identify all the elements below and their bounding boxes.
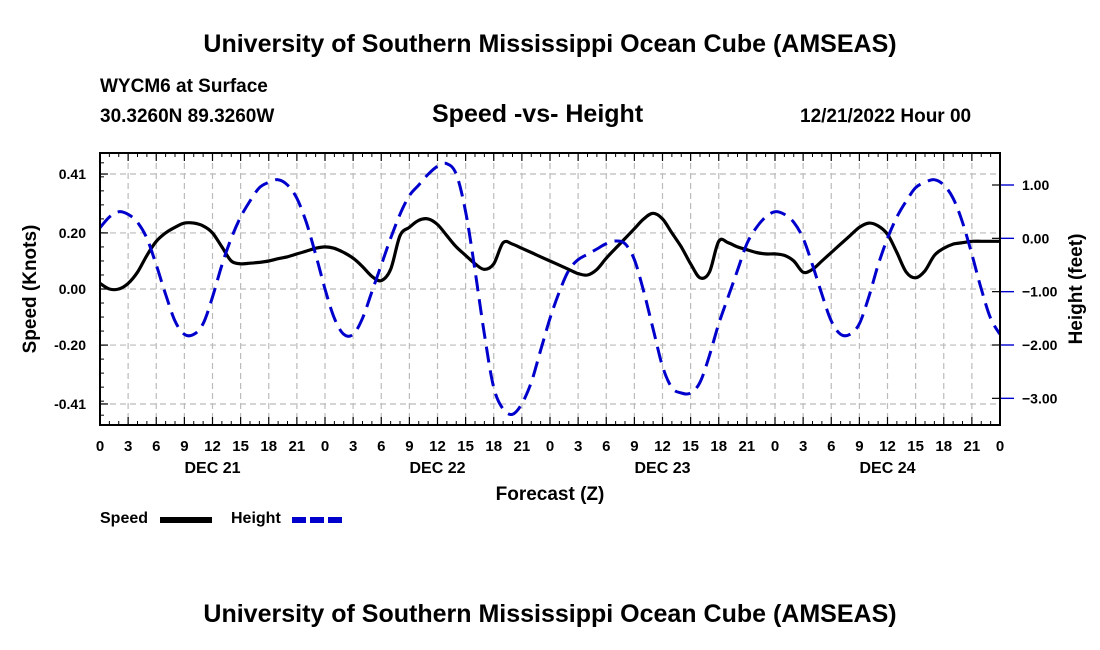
x-tick-label: 12 (429, 438, 446, 455)
x-tick-label: 3 (124, 438, 132, 455)
x-tick-label: 3 (574, 438, 582, 455)
y-tick-label: 0.41 (59, 166, 86, 182)
x-tick-label: 12 (654, 438, 671, 455)
x-tick-label: 9 (855, 438, 863, 455)
y2-tick-label: 0.00 (1022, 230, 1049, 246)
x-tick-label: 21 (739, 438, 756, 455)
speed-series-line (100, 211, 1000, 292)
x-tick-label: 0 (96, 438, 104, 455)
y-tick-label: -0.41 (54, 396, 86, 412)
forecast-date-hour: 12/21/2022 Hour 00 (800, 106, 972, 127)
x-tick-label: 12 (879, 438, 896, 455)
x-tick-label: 6 (827, 438, 835, 455)
x-tick-label: 12 (204, 438, 221, 455)
x-tick-label: 9 (630, 438, 638, 455)
footer-title: University of Southern Mississippi Ocean… (203, 600, 897, 628)
x-tick-label: 18 (485, 438, 502, 455)
x-tick-label: 15 (907, 438, 924, 455)
y-axis-title: Speed (Knots) (20, 225, 41, 354)
y2-tick-label: −2.00 (1022, 337, 1058, 353)
station-label: WYCM6 at Surface (100, 76, 268, 97)
height-series-line (100, 161, 1000, 417)
x-tick-label: 15 (457, 438, 474, 455)
x-day-label: DEC 23 (634, 460, 690, 477)
x-tick-label: 0 (996, 438, 1004, 455)
x-tick-label: 0 (771, 438, 779, 455)
page-title: University of Southern Mississippi Ocean… (203, 30, 897, 58)
y-tick-label: 0.00 (59, 281, 86, 297)
plot-frame (99, 152, 1001, 426)
x-tick-label: 3 (349, 438, 357, 455)
y2-tick-label: −1.00 (1022, 284, 1058, 300)
x-tick-label: 18 (710, 438, 727, 455)
y2-tick-label: −3.00 (1022, 390, 1058, 406)
x-tick-label: 21 (964, 438, 981, 455)
x-day-label: DEC 22 (409, 460, 465, 477)
x-tick-label: 6 (602, 438, 610, 455)
y2-axis-title: Height (feet) (1066, 234, 1087, 345)
legend-height-label: Height (231, 510, 281, 527)
x-tick-label: 18 (260, 438, 277, 455)
x-tick-label: 9 (405, 438, 413, 455)
x-tick-label: 0 (321, 438, 329, 455)
x-day-label: DEC 24 (859, 460, 915, 477)
x-axis-title: Forecast (Z) (496, 484, 605, 505)
x-tick-label: 6 (377, 438, 385, 455)
y-tick-label: -0.20 (54, 337, 86, 353)
x-tick-label: 3 (799, 438, 807, 455)
chart-title: Speed -vs- Height (432, 100, 644, 128)
x-tick-label: 18 (935, 438, 952, 455)
x-tick-label: 15 (682, 438, 699, 455)
x-tick-label: 0 (546, 438, 554, 455)
x-tick-label: 9 (180, 438, 188, 455)
legend-speed-label: Speed (100, 510, 149, 527)
x-tick-label: 21 (289, 438, 306, 455)
x-day-label: DEC 21 (184, 460, 240, 477)
x-tick-label: 15 (232, 438, 249, 455)
y2-tick-label: 1.00 (1022, 177, 1049, 193)
y-tick-label: 0.20 (59, 225, 86, 241)
x-tick-label: 6 (152, 438, 160, 455)
x-tick-label: 21 (514, 438, 531, 455)
station-coordinates: 30.3260N 89.3260W (100, 106, 275, 127)
